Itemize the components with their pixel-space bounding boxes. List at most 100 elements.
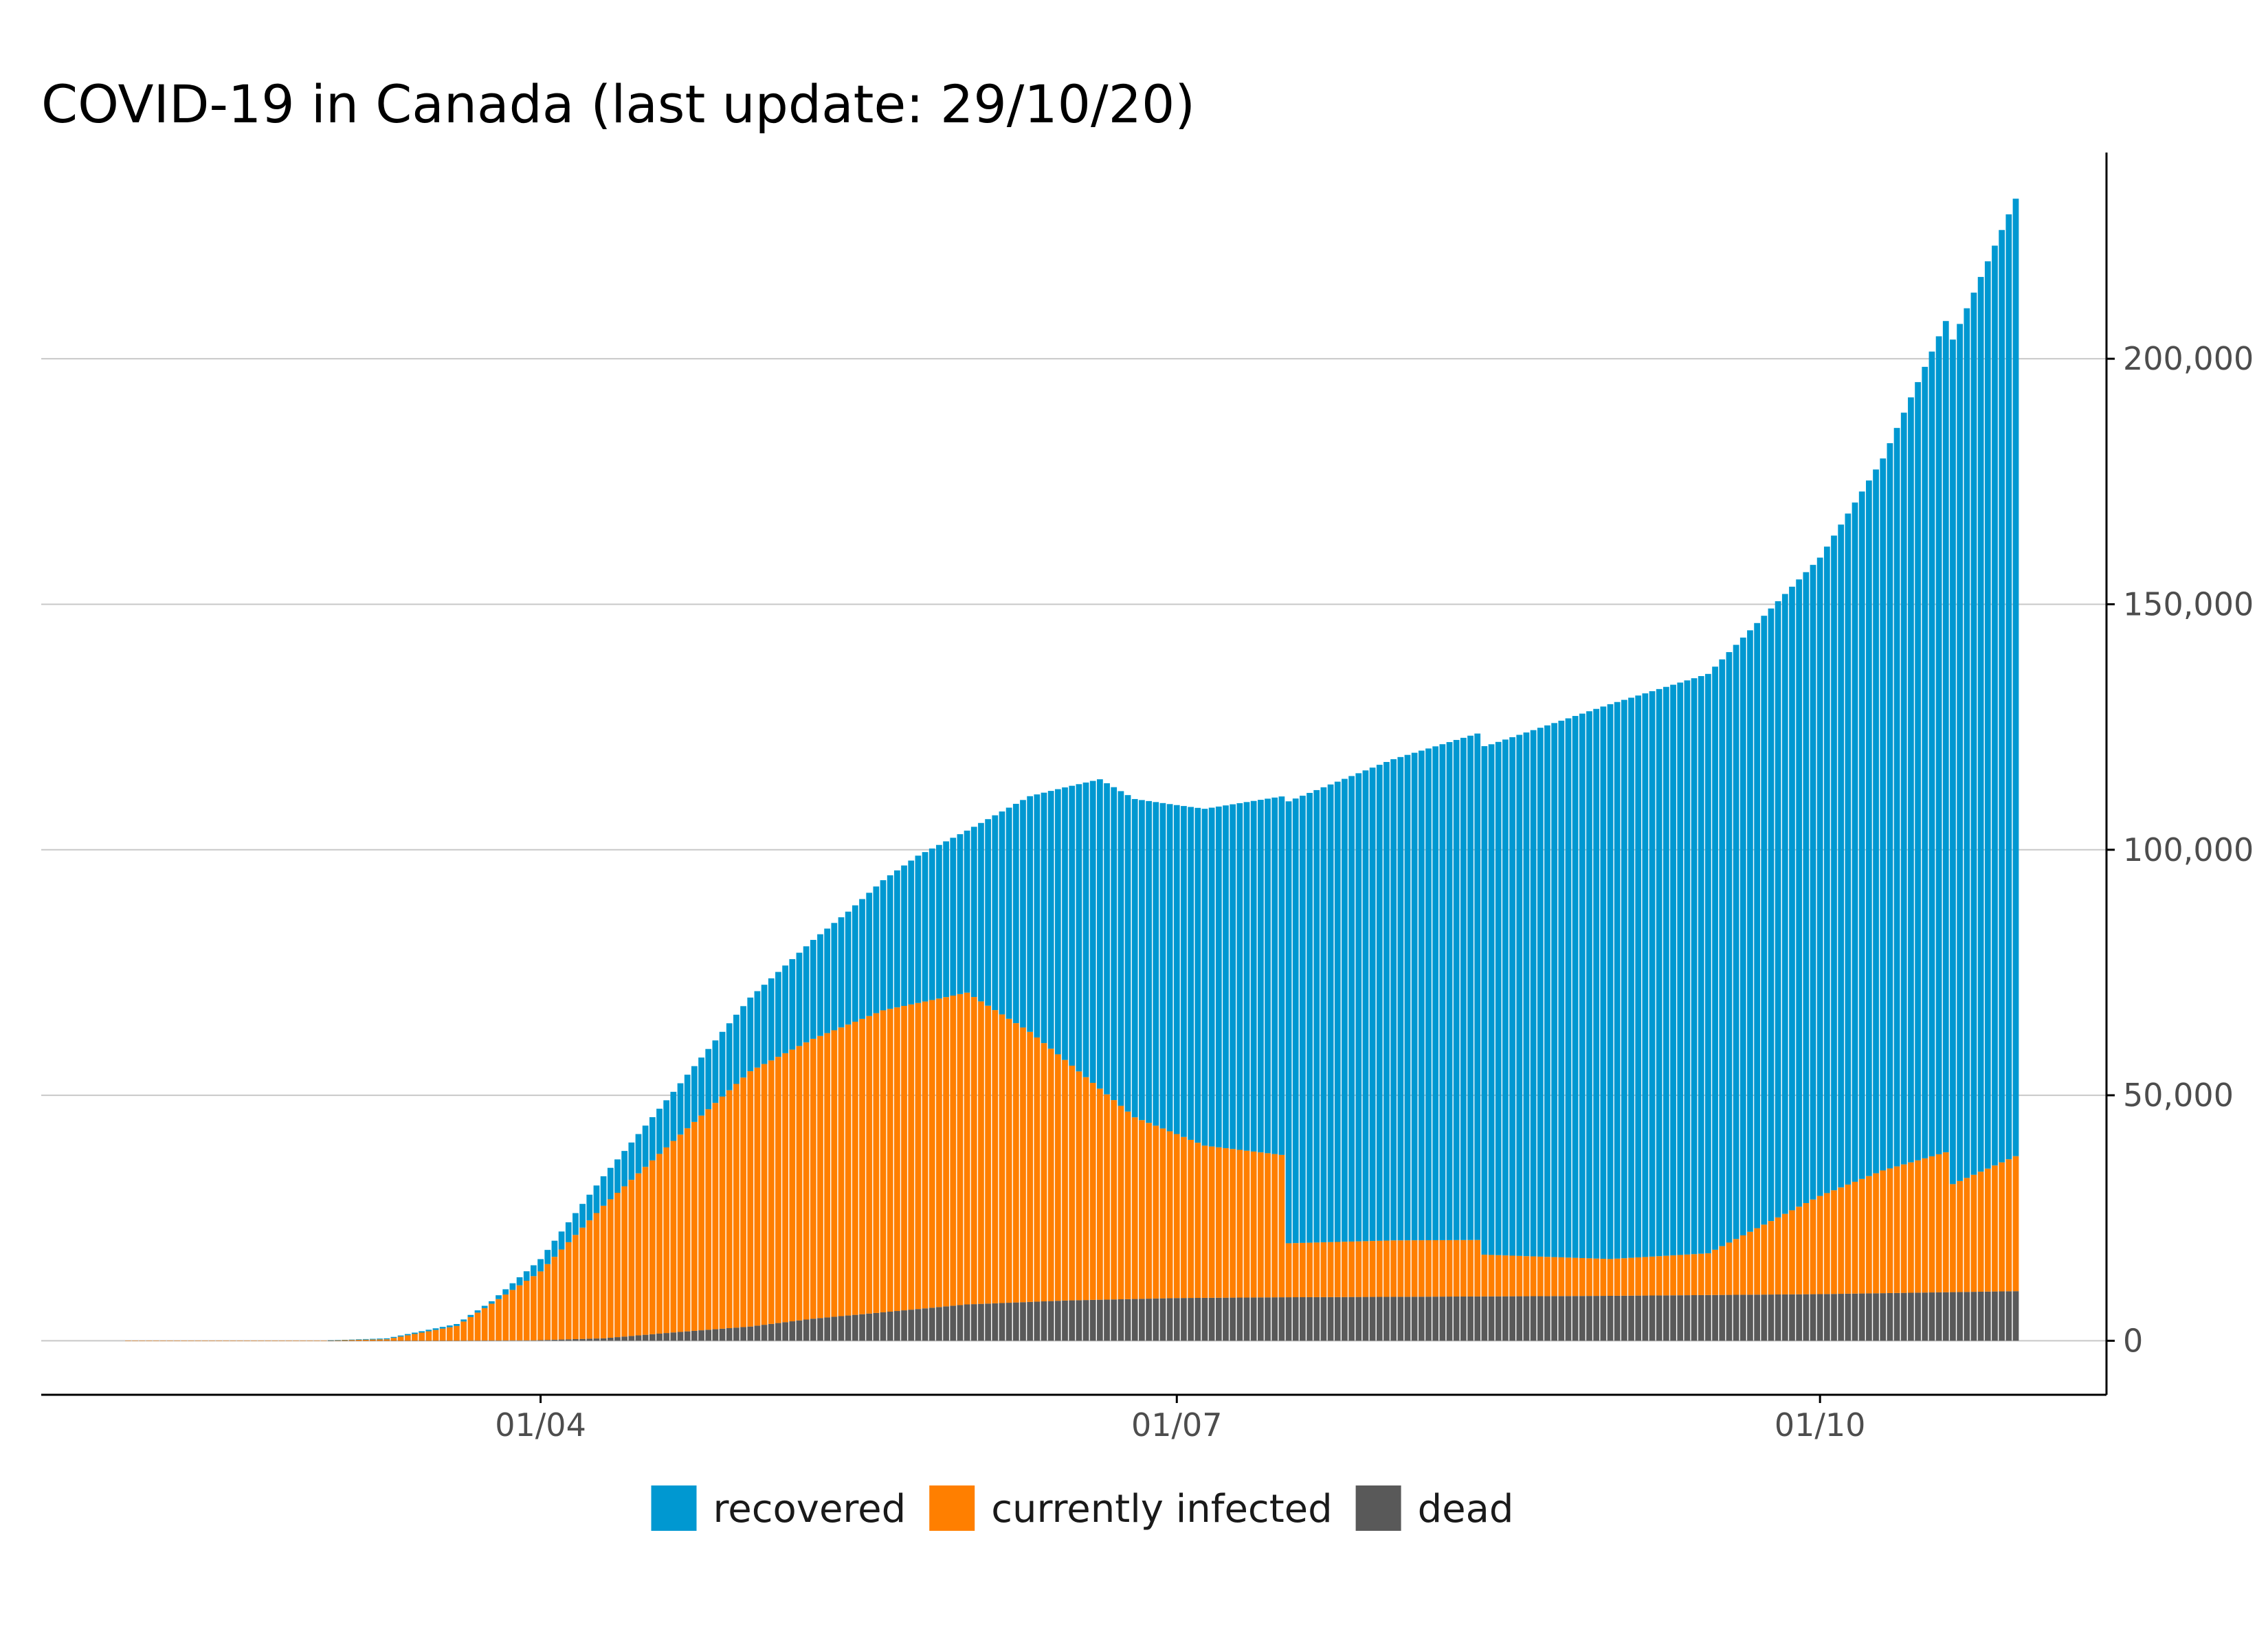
bar-recovered (1768, 608, 1775, 1222)
bar-recovered (775, 972, 781, 1057)
bar-recovered (1411, 752, 1418, 1241)
bar-currently-infected (572, 1235, 579, 1339)
bar-recovered (1754, 622, 1760, 1229)
bar-currently-infected (698, 1115, 704, 1331)
bar-currently-infected (1628, 1257, 1634, 1296)
bar-recovered (656, 1108, 663, 1154)
bar-currently-infected (1369, 1241, 1376, 1297)
bar-dead (1439, 1297, 1446, 1341)
bar-currently-infected (1446, 1239, 1453, 1297)
bar-dead (1425, 1297, 1432, 1341)
bar-dead (502, 1340, 509, 1341)
bar-dead (775, 1323, 781, 1341)
bar-currently-infected (1188, 1139, 1194, 1299)
bar-recovered (789, 958, 796, 1050)
bar-recovered (474, 1310, 481, 1313)
bar-recovered (390, 1336, 397, 1338)
bar-dead (1181, 1298, 1187, 1341)
bar-recovered (1900, 412, 1907, 1165)
bar-currently-infected (1404, 1240, 1411, 1297)
bar-currently-infected (1705, 1253, 1711, 1295)
bar-dead (1950, 1292, 1956, 1341)
bar-currently-infected (1866, 1176, 1872, 1294)
bar-recovered (1887, 443, 1893, 1169)
bar-recovered (670, 1092, 677, 1141)
bar-dead (1984, 1291, 1991, 1341)
bar-recovered (362, 1338, 369, 1340)
bar-dead (1020, 1302, 1026, 1341)
bar-dead (1173, 1298, 1180, 1341)
bar-currently-infected (894, 1007, 900, 1312)
bar-dead (838, 1316, 845, 1341)
bar-dead (1523, 1296, 1530, 1341)
bar-recovered (1656, 688, 1663, 1257)
bar-currently-infected (1999, 1162, 2005, 1292)
bar-recovered (1852, 502, 1858, 1182)
bar-currently-infected (663, 1147, 670, 1334)
bar-dead (1565, 1296, 1572, 1341)
bar-currently-infected (649, 1160, 656, 1334)
bar-recovered (1313, 789, 1320, 1243)
bar-recovered (1915, 382, 1921, 1160)
bar-dead (551, 1339, 558, 1341)
bar-currently-infected (1775, 1217, 1781, 1295)
bar-dead (558, 1339, 565, 1341)
bar-recovered (1530, 730, 1537, 1257)
bar-recovered (1460, 737, 1467, 1240)
bar-dead (929, 1308, 935, 1341)
bar-currently-infected (1831, 1190, 1837, 1294)
bar-currently-infected (740, 1077, 746, 1327)
bar-recovered (663, 1100, 670, 1147)
bar-recovered (1223, 805, 1229, 1149)
bar-recovered (523, 1271, 530, 1281)
bar-dead (1537, 1296, 1544, 1341)
bar-recovered (796, 952, 803, 1046)
bar-recovered (1523, 732, 1530, 1257)
bar-currently-infected (1984, 1168, 1991, 1292)
bar-currently-infected (439, 1328, 446, 1341)
bar-recovered (1816, 557, 1823, 1196)
bar-recovered (397, 1335, 404, 1337)
bar-recovered (1194, 807, 1201, 1143)
bar-currently-infected (1166, 1131, 1173, 1299)
bar-dead (705, 1330, 712, 1341)
bar-currently-infected (1852, 1181, 1858, 1294)
bar-currently-infected (412, 1334, 418, 1341)
bar-dead (1992, 1291, 1998, 1341)
bar-dead (1257, 1297, 1264, 1341)
bar-dead (1307, 1297, 1313, 1341)
bar-dead (1111, 1299, 1118, 1341)
bar-currently-infected (1020, 1027, 1026, 1303)
bar-recovered (691, 1066, 698, 1122)
bar-dead (342, 1340, 348, 1341)
bar-currently-infected (936, 998, 942, 1308)
bar-currently-infected (419, 1332, 425, 1341)
bar-dead (1474, 1296, 1481, 1341)
bar-dead (1404, 1297, 1411, 1341)
bar-dead (985, 1303, 991, 1341)
bar-recovered (957, 834, 964, 994)
bar-recovered (635, 1134, 642, 1174)
bar-recovered (677, 1083, 684, 1135)
bar-currently-infected (1635, 1257, 1642, 1296)
bar-currently-infected (859, 1018, 865, 1314)
bar-currently-infected (1005, 1018, 1012, 1303)
bar-dead (1607, 1296, 1614, 1341)
bar-dead (1649, 1295, 1656, 1341)
bar-dead (509, 1340, 516, 1341)
bar-recovered (1285, 801, 1292, 1244)
bar-recovered (1739, 637, 1746, 1235)
bar-dead (531, 1340, 537, 1341)
bar-dead (446, 1340, 453, 1341)
bar-recovered (1342, 778, 1348, 1242)
bar-recovered (1111, 787, 1118, 1101)
bar-currently-infected (1334, 1242, 1341, 1297)
bar-recovered (439, 1327, 446, 1329)
bar-currently-infected (621, 1186, 628, 1337)
bar-recovered (1935, 336, 1942, 1155)
bar-dead (1796, 1294, 1803, 1341)
bar-currently-infected (1586, 1258, 1592, 1297)
bar-recovered (768, 978, 775, 1061)
bar-recovered (1999, 229, 2005, 1163)
bar-recovered (614, 1159, 621, 1193)
